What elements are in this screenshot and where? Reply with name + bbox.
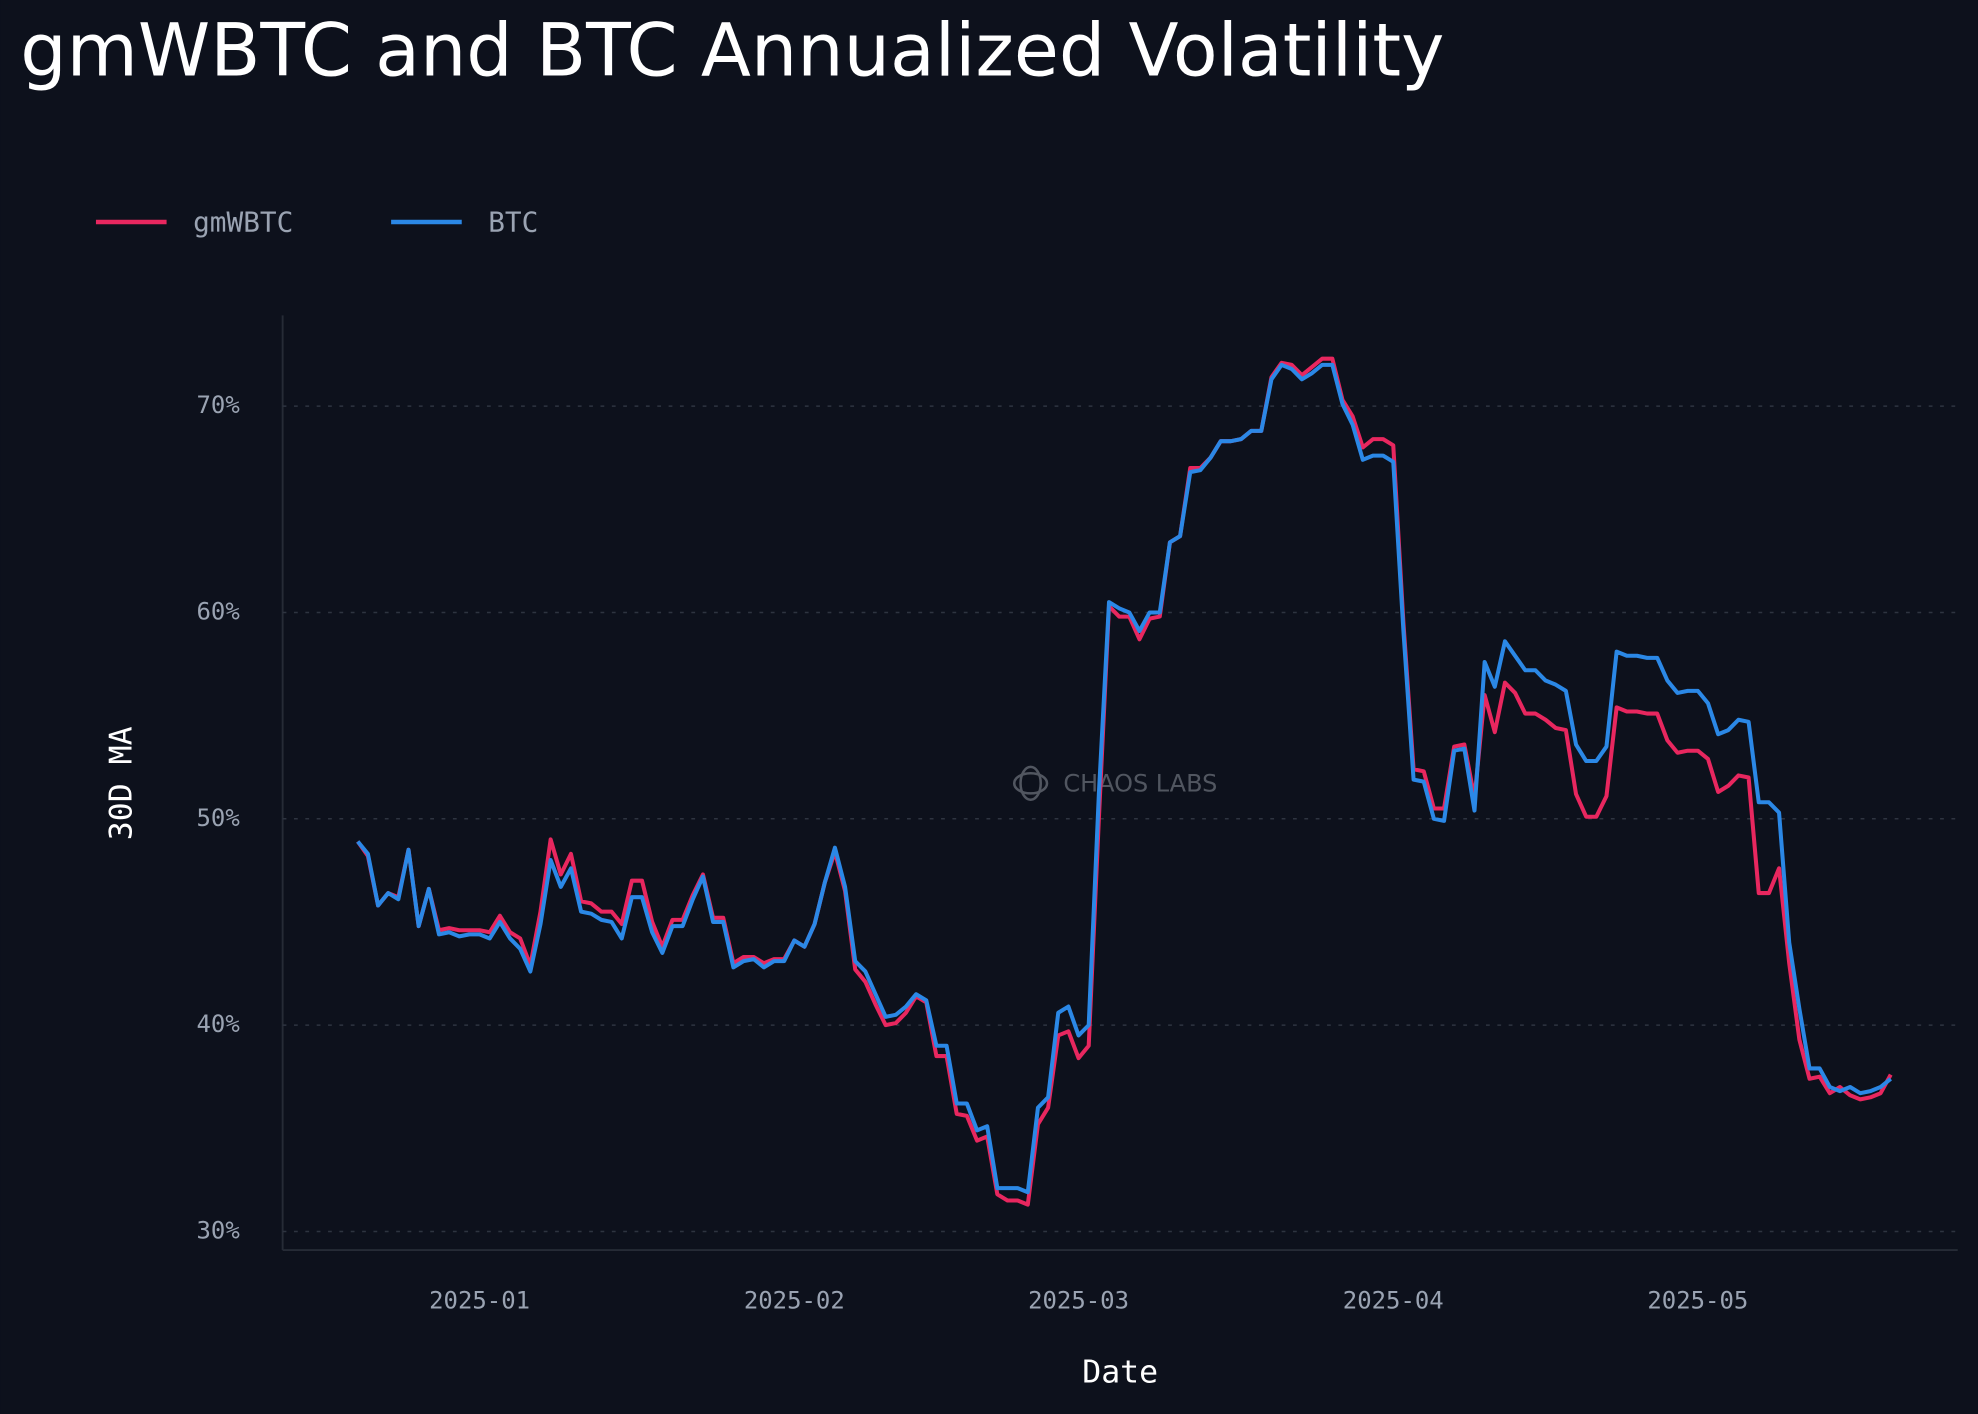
y-axis-title: 30D MA — [103, 726, 139, 840]
series-line — [356, 362, 1893, 1195]
watermark-text: CHAOS LABS — [1063, 770, 1217, 798]
y-tick-label: 70% — [196, 391, 240, 419]
chart-title: gmWBTC and BTC Annualized Volatility — [20, 9, 1444, 94]
x-tick-label: 2025-04 — [1343, 1287, 1444, 1315]
x-tick-label: 2025-03 — [1028, 1287, 1129, 1315]
series-line — [356, 356, 1893, 1207]
x-tick-label: 2025-05 — [1647, 1287, 1748, 1315]
watermark-icon — [1019, 765, 1042, 801]
y-tick-label: 60% — [196, 597, 240, 625]
legend-label: BTC — [488, 205, 538, 238]
y-tick-label: 30% — [196, 1216, 240, 1244]
watermark: CHAOS LABS — [1012, 765, 1217, 801]
y-tick-label: 50% — [196, 804, 240, 832]
x-tick-label: 2025-02 — [744, 1287, 845, 1315]
y-tick-label: 40% — [196, 1010, 240, 1038]
x-tick-label: 2025-01 — [429, 1287, 530, 1315]
legend-label: gmWBTC — [193, 205, 293, 238]
watermark-icon — [1012, 771, 1049, 795]
x-axis-title: Date — [1082, 1355, 1158, 1391]
